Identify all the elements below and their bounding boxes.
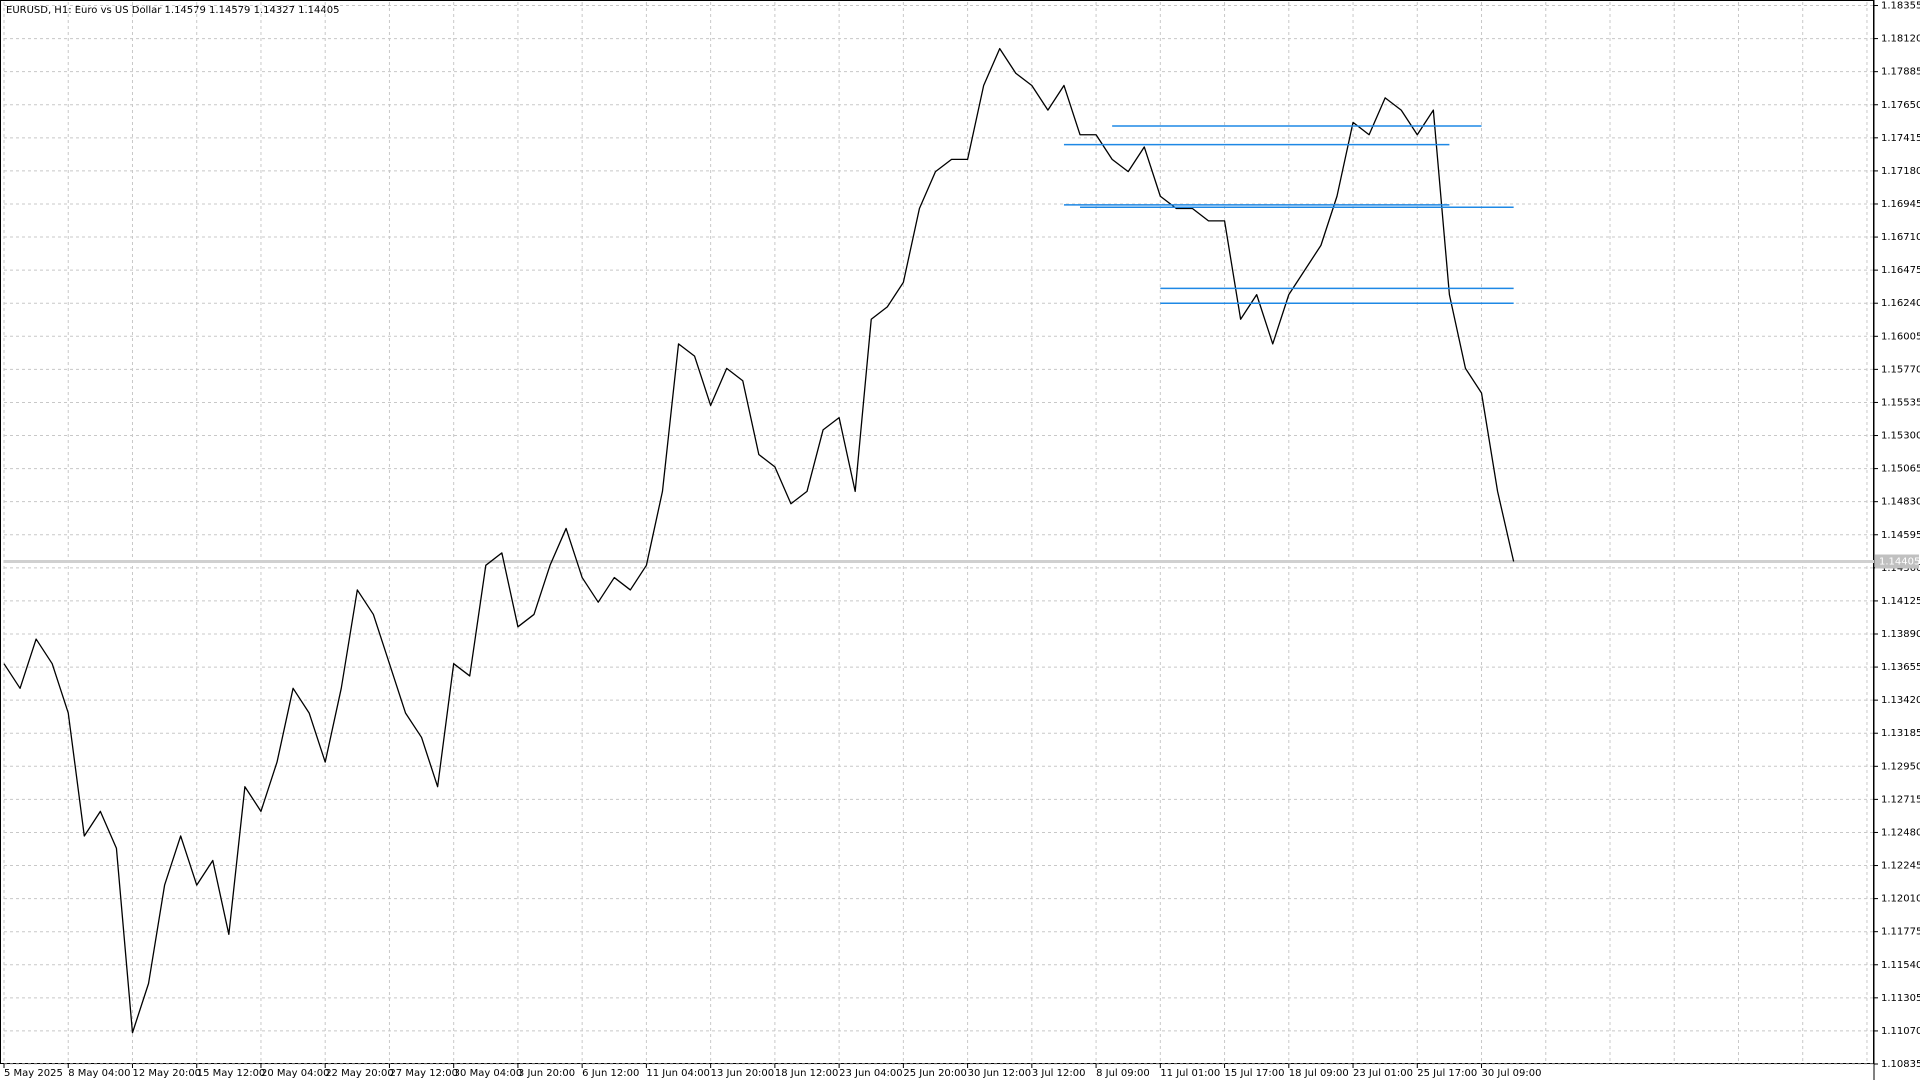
x-tick-label: 20 May 04:00 [261,1068,330,1079]
y-tick-label: 1.11070 [1881,1026,1920,1037]
x-tick-label: 13 Jun 20:00 [711,1068,775,1079]
y-tick-label: 1.13185 [1881,728,1920,739]
x-tick-label: 15 May 12:00 [197,1068,266,1079]
y-tick-label: 1.15065 [1881,464,1920,475]
x-tick-label: 23 Jun 04:00 [839,1068,903,1079]
y-tick-label: 1.12010 [1881,894,1920,905]
x-tick-label: 25 Jun 20:00 [903,1068,967,1079]
y-tick-label: 1.17415 [1881,133,1920,144]
x-tick-label: 25 Jul 17:00 [1417,1068,1477,1079]
y-tick-label: 1.14595 [1881,530,1920,541]
y-tick-label: 1.10835 [1881,1059,1920,1070]
y-tick-label: 1.17180 [1881,166,1920,177]
y-tick-label: 1.12245 [1881,861,1920,872]
y-tick-label: 1.18355 [1881,1,1920,12]
y-tick-label: 1.13890 [1881,629,1920,640]
x-tick-label: 18 Jul 09:00 [1289,1068,1349,1079]
y-tick-label: 1.16710 [1881,232,1920,243]
y-tick-label: 1.14830 [1881,497,1920,508]
x-tick-label: 5 May 2025 [4,1068,63,1079]
x-tick-label: 18 Jun 12:00 [775,1068,839,1079]
y-tick-label: 1.11540 [1881,960,1920,971]
x-tick-label: 3 Jul 12:00 [1032,1068,1086,1079]
x-tick-label: 8 May 04:00 [68,1068,130,1079]
y-tick-label: 1.16005 [1881,331,1920,342]
price-line [3,47,1515,1034]
x-tick-label: 6 Jun 12:00 [582,1068,639,1079]
y-tick-label: 1.16945 [1881,199,1920,210]
y-tick-label: 1.11305 [1881,993,1920,1004]
y-tick-label: 1.12950 [1881,761,1920,772]
last-price-label: 1.14405 [1879,557,1920,568]
x-tick-label: 12 May 20:00 [132,1068,201,1079]
x-tick-label: 11 Jun 04:00 [646,1068,710,1079]
x-tick-label: 23 Jul 01:00 [1353,1068,1413,1079]
chart-title: EURUSD, H1: Euro vs US Dollar 1.14579 1.… [6,5,339,16]
y-tick-label: 1.13420 [1881,695,1920,706]
y-tick-label: 1.15300 [1881,431,1920,442]
y-tick-label: 1.14125 [1881,596,1920,607]
x-tick-label: 11 Jul 01:00 [1160,1068,1220,1079]
y-tick-label: 1.16240 [1881,298,1920,309]
y-tick-label: 1.17885 [1881,67,1920,78]
y-tick-label: 1.12480 [1881,827,1920,838]
x-tick-label: 22 May 20:00 [325,1068,394,1079]
x-tick-label: 3 Jun 20:00 [518,1068,575,1079]
y-tick-label: 1.12715 [1881,794,1920,805]
y-tick-label: 1.17650 [1881,100,1920,111]
y-tick-label: 1.11775 [1881,927,1920,938]
plot-frame [0,0,1874,1064]
x-tick-label: 30 Jul 09:00 [1482,1068,1542,1079]
y-tick-label: 1.13655 [1881,662,1920,673]
last-price-box [1875,554,1919,569]
y-tick-label: 1.18120 [1881,34,1920,45]
x-tick-label: 30 May 04:00 [454,1068,523,1079]
x-tick-label: 27 May 12:00 [389,1068,458,1079]
y-tick-label: 1.15535 [1881,397,1920,408]
y-tick-label: 1.15770 [1881,364,1920,375]
x-tick-label: 15 Jul 17:00 [1225,1068,1285,1079]
y-tick-label: 1.16475 [1881,265,1920,276]
x-tick-label: 30 Jun 12:00 [968,1068,1032,1079]
x-tick-label: 8 Jul 09:00 [1096,1068,1150,1079]
